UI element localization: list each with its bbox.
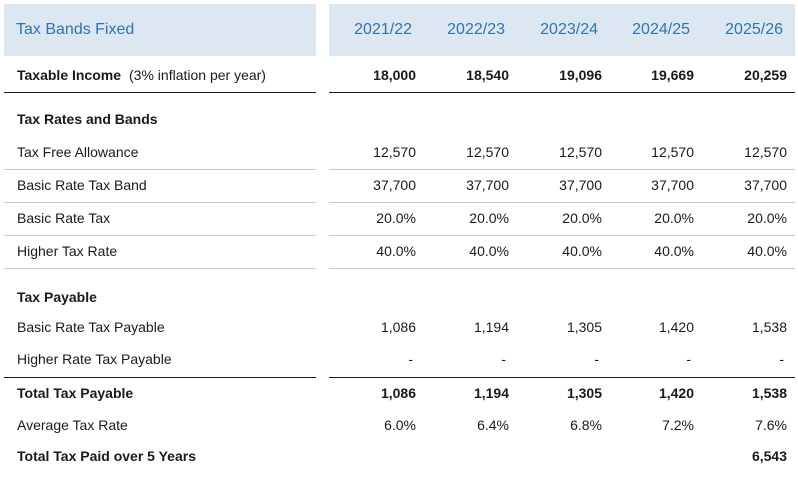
divider bbox=[329, 377, 795, 378]
divider bbox=[4, 377, 316, 378]
row-label: Basic Rate Tax bbox=[17, 210, 111, 226]
cell-value: 6.8% bbox=[570, 417, 602, 433]
cell-value: 1,420 bbox=[658, 319, 694, 335]
divider bbox=[4, 169, 316, 170]
table-row: Tax Free Allowance 12,570 12,570 12,570 … bbox=[4, 136, 795, 168]
year-header: 2021/22 bbox=[354, 21, 412, 38]
cell-value: 20.0% bbox=[376, 210, 416, 226]
row-label: Higher Rate Tax Payable bbox=[17, 351, 172, 367]
cell-value: 40.0% bbox=[376, 243, 416, 259]
cell-value: 20.0% bbox=[469, 210, 509, 226]
divider bbox=[4, 202, 316, 203]
cell-value: 37,700 bbox=[744, 177, 787, 193]
divider bbox=[4, 92, 316, 93]
cell-value: 12,570 bbox=[744, 144, 787, 160]
cell-value: 6.0% bbox=[384, 417, 416, 433]
cell-value: 1,086 bbox=[380, 385, 416, 401]
row-label: Total Tax Payable bbox=[17, 385, 134, 401]
row-label: Higher Tax Rate bbox=[17, 243, 118, 259]
total-paid-row: Total Tax Paid over 5 Years 6,543 bbox=[4, 440, 795, 472]
table-row: Higher Tax Rate 40.0% 40.0% 40.0% 40.0% … bbox=[4, 235, 795, 267]
cell-value: 40.0% bbox=[747, 243, 787, 259]
row-label: Tax Free Allowance bbox=[17, 144, 139, 160]
divider bbox=[4, 268, 316, 269]
cell-value: 40.0% bbox=[469, 243, 509, 259]
cell-value: 20,259 bbox=[744, 67, 787, 83]
cell-value: 1,538 bbox=[751, 385, 787, 401]
taxable-income-row: Taxable Income (3% inflation per year) 18… bbox=[4, 59, 795, 91]
row-label: Total Tax Paid over 5 Years bbox=[17, 448, 196, 464]
cell-value: 7.2% bbox=[662, 417, 694, 433]
cell-value: 37,700 bbox=[559, 177, 602, 193]
cell-value: 37,700 bbox=[373, 177, 416, 193]
cell-value: 1,305 bbox=[566, 319, 602, 335]
cell-value: 12,570 bbox=[373, 144, 416, 160]
total-tax-row: Total Tax Payable 1,086 1,194 1,305 1,42… bbox=[4, 377, 795, 409]
cell-value: - bbox=[408, 351, 413, 367]
table-header-title-cell: Tax Bands Fixed bbox=[4, 4, 316, 56]
cell-value: 40.0% bbox=[654, 243, 694, 259]
divider bbox=[4, 235, 316, 236]
average-rate-row: Average Tax Rate 6.0% 6.4% 6.8% 7.2% 7.6… bbox=[4, 409, 795, 441]
table-row: Basic Rate Tax Band 37,700 37,700 37,700… bbox=[4, 169, 795, 201]
table-header-years: 2021/22 2022/23 2023/24 2024/25 2025/26 bbox=[329, 4, 795, 56]
cell-value: 20.0% bbox=[747, 210, 787, 226]
cell-value: 18,540 bbox=[466, 67, 509, 83]
cell-value: - bbox=[686, 351, 691, 367]
cell-value: 1,305 bbox=[566, 385, 602, 401]
row-label: Taxable Income bbox=[17, 67, 122, 83]
row-note: (3% inflation per year) bbox=[129, 67, 266, 83]
cell-value: 20.0% bbox=[562, 210, 602, 226]
cell-value: 6,543 bbox=[751, 448, 787, 464]
cell-value: - bbox=[779, 351, 784, 367]
cell-value: 12,570 bbox=[651, 144, 694, 160]
cell-value: 1,194 bbox=[473, 319, 509, 335]
cell-value: 7.6% bbox=[755, 417, 787, 433]
cell-value: 12,570 bbox=[559, 144, 602, 160]
divider bbox=[329, 202, 795, 203]
cell-value: - bbox=[501, 351, 506, 367]
cell-value: 12,570 bbox=[466, 144, 509, 160]
row-label: Basic Rate Tax Band bbox=[17, 177, 147, 193]
section-title: Tax Payable bbox=[17, 289, 97, 305]
cell-value: 20.0% bbox=[654, 210, 694, 226]
cell-value: 37,700 bbox=[651, 177, 694, 193]
cell-value: 40.0% bbox=[562, 243, 602, 259]
year-header: 2025/26 bbox=[725, 21, 783, 38]
cell-value: 1,194 bbox=[473, 385, 509, 401]
cell-value: 1,420 bbox=[658, 385, 694, 401]
table-title: Tax Bands Fixed bbox=[16, 21, 135, 38]
divider bbox=[329, 235, 795, 236]
cell-value: - bbox=[594, 351, 599, 367]
row-label: Average Tax Rate bbox=[17, 417, 128, 433]
cell-value: 18,000 bbox=[373, 67, 416, 83]
divider bbox=[329, 268, 795, 269]
cell-value: 1,086 bbox=[380, 319, 416, 335]
year-header: 2023/24 bbox=[540, 21, 598, 38]
cell-value: 6.4% bbox=[477, 417, 509, 433]
row-label: Basic Rate Tax Payable bbox=[17, 319, 165, 335]
table-row: Basic Rate Tax Payable 1,086 1,194 1,305… bbox=[4, 311, 795, 343]
cell-value: 19,669 bbox=[651, 67, 694, 83]
section-header-row: Tax Rates and Bands bbox=[4, 103, 795, 135]
cell-value: 1,538 bbox=[751, 319, 787, 335]
divider bbox=[329, 92, 795, 93]
year-header: 2024/25 bbox=[632, 21, 690, 38]
cell-value: 37,700 bbox=[466, 177, 509, 193]
section-header-row: Tax Payable bbox=[4, 281, 795, 313]
table-row: Basic Rate Tax 20.0% 20.0% 20.0% 20.0% 2… bbox=[4, 202, 795, 234]
section-title: Tax Rates and Bands bbox=[17, 111, 158, 127]
divider bbox=[329, 169, 795, 170]
cell-value: 19,096 bbox=[559, 67, 602, 83]
year-header: 2022/23 bbox=[447, 21, 505, 38]
table-row: Higher Rate Tax Payable - - - - - bbox=[4, 343, 795, 375]
